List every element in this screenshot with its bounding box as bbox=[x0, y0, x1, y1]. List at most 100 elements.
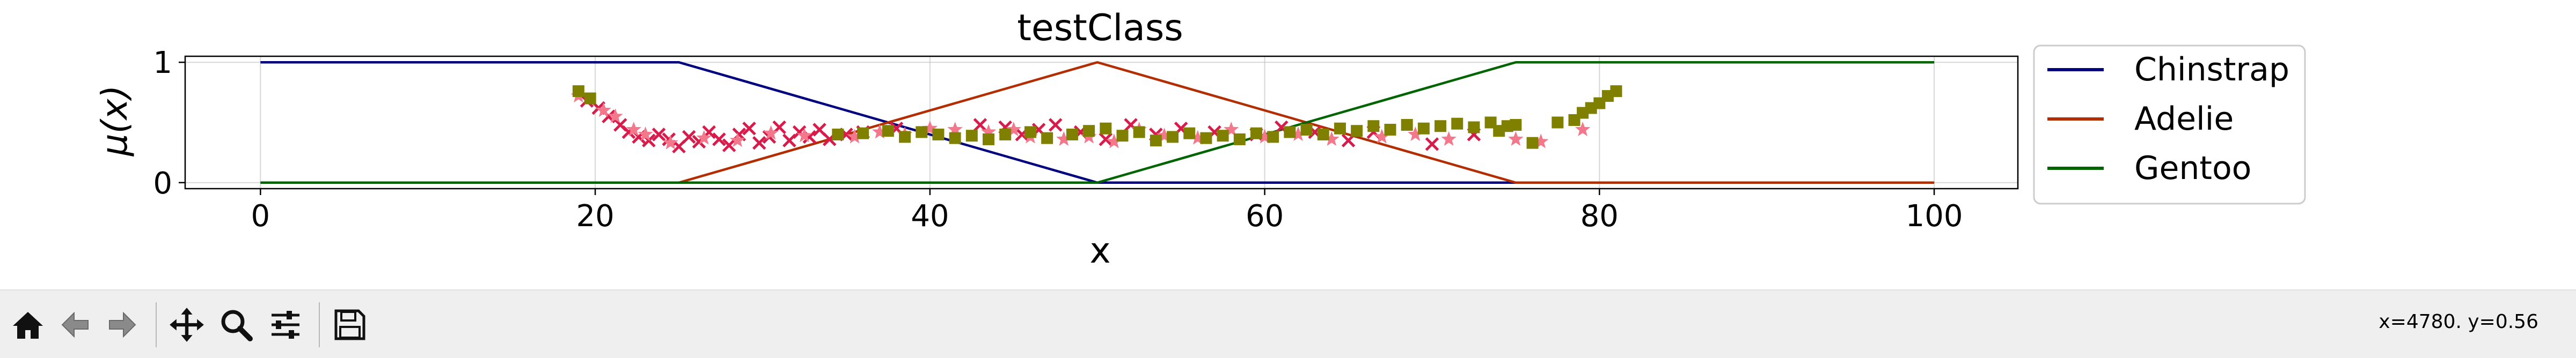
x-tick-label: 60 bbox=[1246, 199, 1284, 234]
y-tick-label: 0 bbox=[153, 166, 172, 201]
scatter-point-square bbox=[1300, 123, 1313, 136]
scatter-point-star bbox=[1157, 128, 1172, 143]
scatter-point-square bbox=[965, 130, 978, 142]
scatter-point-square bbox=[916, 126, 928, 138]
scatter-point-square bbox=[949, 132, 961, 144]
scatter-point-star bbox=[729, 132, 745, 147]
scatter-point-x bbox=[752, 136, 766, 150]
scatter-point-x bbox=[1425, 137, 1439, 151]
scatter-point-square bbox=[1100, 122, 1112, 135]
scatter-point-square bbox=[1435, 120, 1447, 132]
scatter-point-square bbox=[1284, 126, 1296, 138]
scatter-point-x bbox=[973, 118, 987, 132]
zoom-button[interactable] bbox=[214, 302, 259, 347]
scatter-point-star bbox=[608, 108, 623, 123]
scatter-point-square bbox=[1334, 122, 1346, 135]
scatter-point-star bbox=[638, 126, 653, 141]
scatter-point-star bbox=[596, 102, 611, 117]
x-tick-label: 80 bbox=[1580, 199, 1619, 234]
x-tick-label: 0 bbox=[251, 199, 270, 234]
scatter-point-square bbox=[857, 127, 869, 139]
scatter-point-square bbox=[882, 125, 894, 137]
scatter-point-star bbox=[1441, 131, 1457, 146]
scatter-point-star bbox=[763, 125, 779, 140]
configure-subplots-button[interactable] bbox=[263, 302, 308, 347]
pan-button[interactable] bbox=[164, 302, 209, 347]
scatter-point-x bbox=[813, 123, 826, 137]
chart: testClass 0 20 40 60 80 100 0 1 x μ(x) Chinstra… bbox=[94, 7, 2306, 271]
scatter-point-x bbox=[742, 121, 756, 136]
y-axis-label: μ(x) bbox=[94, 85, 135, 157]
legend-label-adelie: Adelie bbox=[2134, 100, 2234, 138]
legend-label-chinstrap: Chinstrap bbox=[2134, 51, 2289, 88]
scatter-point-star bbox=[663, 135, 678, 150]
scatter-point-x bbox=[1099, 132, 1113, 146]
scatter-point-star bbox=[1106, 133, 1122, 148]
scatter-point-star bbox=[1324, 131, 1340, 146]
plot-area: 0 20 40 60 80 100 0 1 bbox=[153, 46, 2019, 234]
scatter-point-square bbox=[1417, 122, 1430, 135]
scatter-point-square bbox=[1041, 132, 1053, 144]
figure: testClass 0 20 40 60 80 100 0 1 x μ(x) Chinstra… bbox=[94, 7, 2306, 271]
scatter-point-square bbox=[1024, 126, 1036, 138]
home-button[interactable] bbox=[5, 302, 50, 347]
scatter-point-square bbox=[932, 128, 945, 140]
scatter-point-square bbox=[1250, 127, 1262, 139]
scatter-point-square bbox=[1217, 130, 1229, 142]
scatter-point-star bbox=[1533, 133, 1549, 148]
scatter-point-x bbox=[722, 138, 736, 152]
forward-button[interactable] bbox=[100, 302, 145, 347]
scatter-point-square bbox=[1367, 120, 1380, 132]
toolbar-separator bbox=[319, 302, 320, 347]
legend-label-gentoo: Gentoo bbox=[2134, 150, 2251, 187]
scatter-point-square bbox=[572, 85, 584, 98]
scatter-point-star bbox=[1508, 131, 1524, 146]
legend-box bbox=[2033, 44, 2306, 205]
scatter-point-x bbox=[682, 130, 696, 144]
home-icon bbox=[13, 312, 43, 339]
scatter-point-square bbox=[1267, 131, 1279, 143]
x-tick-label: 100 bbox=[1906, 199, 1963, 234]
scatter-point-star bbox=[1374, 129, 1390, 144]
series-line-adelie bbox=[260, 61, 1935, 184]
scatter-point-square bbox=[1133, 126, 1145, 138]
legend: Chinstrap Adelie Gentoo bbox=[2033, 44, 2306, 205]
scatter-point-square bbox=[1200, 132, 1212, 144]
scatter-point-x bbox=[1048, 118, 1063, 132]
coordinate-readout: x=4780. y=0.56 bbox=[2379, 311, 2538, 333]
scatter-point-star bbox=[922, 120, 938, 135]
scatter-point-square bbox=[1083, 125, 1095, 137]
magnifier-icon bbox=[221, 310, 253, 341]
back-button[interactable] bbox=[53, 302, 98, 347]
scatter-point-square bbox=[1510, 118, 1522, 131]
scatter-point-star bbox=[847, 129, 862, 144]
scatter-point-square bbox=[1351, 125, 1363, 137]
scatter-point-star bbox=[1056, 131, 1072, 146]
scatter-point-x bbox=[652, 128, 666, 141]
scatter-point-star bbox=[980, 124, 997, 139]
scatter-point-star bbox=[796, 128, 813, 143]
scatter-point-star bbox=[872, 124, 888, 139]
toolbar-separator bbox=[156, 302, 157, 347]
scatter-point-square bbox=[1150, 135, 1162, 147]
move-icon bbox=[170, 308, 204, 342]
scatter-point-square bbox=[999, 128, 1012, 140]
scatter-point-square bbox=[1384, 123, 1396, 136]
scatter-point-square bbox=[1116, 130, 1129, 142]
navigation-toolbar: x=4780. y=0.56 bbox=[0, 289, 2576, 358]
scatter-point-square bbox=[1468, 121, 1480, 133]
scatter-point-square bbox=[982, 133, 994, 145]
scatter-point-square bbox=[1552, 116, 1564, 129]
scatter-point-star bbox=[1575, 122, 1591, 137]
scatter-point-star bbox=[696, 130, 712, 145]
x-tick-label: 20 bbox=[576, 199, 614, 234]
scatter-point-star bbox=[1408, 126, 1423, 141]
save-button[interactable] bbox=[327, 302, 372, 347]
scatter-point-square bbox=[1526, 137, 1539, 149]
scatter-point-x bbox=[712, 132, 726, 146]
scatter-point-square bbox=[1233, 133, 1246, 145]
arrow-right-icon bbox=[109, 311, 136, 338]
scatter-point-star bbox=[1257, 129, 1272, 144]
scatter-point-star bbox=[1290, 126, 1306, 141]
scatter-point-star bbox=[947, 122, 963, 137]
